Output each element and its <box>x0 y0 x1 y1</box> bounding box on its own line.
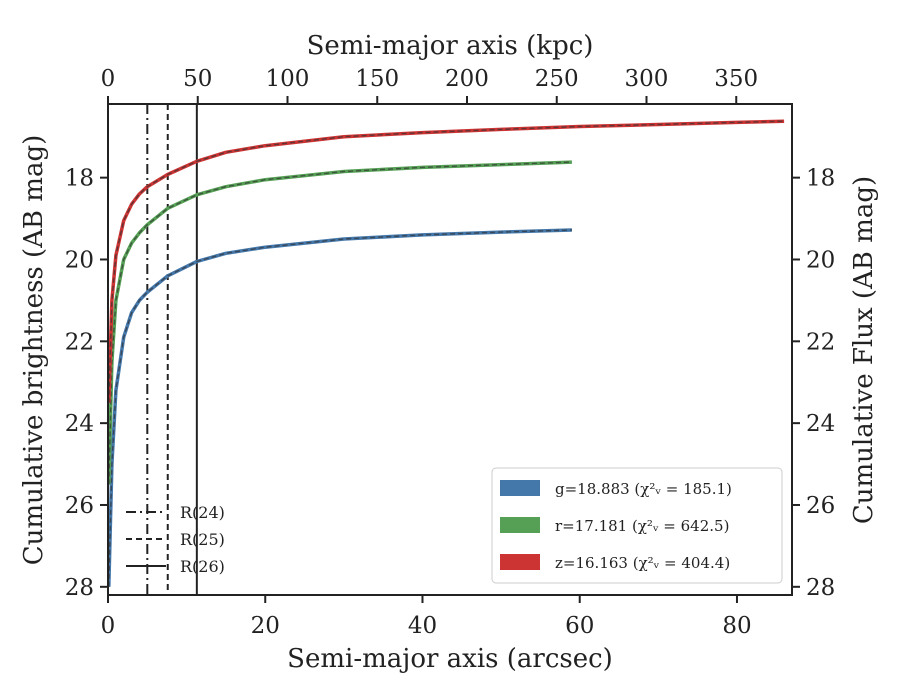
y-tick-label-left: 24 <box>65 411 94 437</box>
y-tick-label-left: 20 <box>65 247 94 273</box>
legend-swatch-r <box>500 517 540 533</box>
x-tick-label-bottom: 40 <box>408 613 437 639</box>
series-layer <box>107 119 785 587</box>
x-tick-label-top: 50 <box>183 66 212 92</box>
x-tick-label-top: 350 <box>714 66 758 92</box>
y-tick-label-left: 18 <box>65 166 94 192</box>
legend-label-r: r=17.181 (χ²ᵥ = 642.5) <box>555 517 729 535</box>
y-tick-label-left: 26 <box>65 493 94 519</box>
y-axis-title-right: Cumulative Flux (AB mag) <box>849 176 879 524</box>
series-legend: g=18.883 (χ²ᵥ = 185.1) r=17.181 (χ²ᵥ = 6… <box>491 467 783 584</box>
y-tick-label-right: 20 <box>806 247 835 273</box>
x-axis-title-top: Semi-major axis (kpc) <box>307 31 594 61</box>
series-legend-frame <box>491 467 783 584</box>
y-tick-label-left: 28 <box>65 575 94 601</box>
vline-legend-r25-label: R(25) <box>180 530 225 549</box>
y-tick-label-right: 28 <box>806 575 835 601</box>
y-tick-label-right: 22 <box>806 329 835 355</box>
legend-swatch-g <box>500 480 540 496</box>
x-tick-label-bottom: 0 <box>101 613 116 639</box>
legend-label-g: g=18.883 (χ²ᵥ = 185.1) <box>555 480 732 498</box>
x-tick-label-top: 100 <box>266 66 310 92</box>
x-tick-label-bottom: 80 <box>722 613 751 639</box>
x-tick-label-bottom: 60 <box>565 613 594 639</box>
vline-legend: R(24) R(25) R(26) <box>126 503 225 576</box>
axis-ticks: 0 20 40 60 80 0 50 100 150 200 250 300 350 18 18 20 20 22… <box>65 66 836 639</box>
series-model-line-0 <box>108 229 572 587</box>
x-tick-label-top: 0 <box>101 66 116 92</box>
y-tick-label-right: 24 <box>806 411 835 437</box>
x-tick-label-top: 250 <box>535 66 579 92</box>
y-tick-label-right: 18 <box>806 166 835 192</box>
y-axis-title-left: Cumulative brightness (AB mag) <box>19 135 49 566</box>
x-tick-label-bottom: 20 <box>251 613 280 639</box>
vline-legend-r24-label: R(24) <box>180 503 225 522</box>
legend-label-z: z=16.163 (χ²ᵥ = 404.4) <box>555 554 730 572</box>
x-tick-label-top: 150 <box>355 66 399 92</box>
vline-legend-r26-label: R(26) <box>180 557 225 576</box>
x-axis-title-bottom: Semi-major axis (arcsec) <box>287 644 613 674</box>
series-model-line-1 <box>108 161 572 485</box>
x-tick-label-top: 200 <box>445 66 489 92</box>
plot-frame <box>107 103 793 596</box>
y-tick-label-left: 22 <box>65 329 94 355</box>
legend-swatch-z <box>500 554 540 570</box>
x-tick-label-top: 300 <box>625 66 669 92</box>
series-model-line-2 <box>108 120 785 403</box>
y-tick-label-right: 26 <box>806 493 835 519</box>
